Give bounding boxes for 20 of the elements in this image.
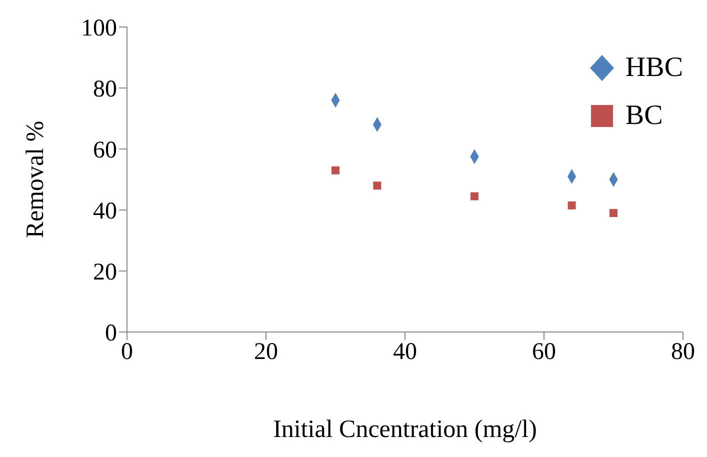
x-tick-label: 0 [121, 339, 133, 366]
legend-label: HBC [625, 51, 683, 85]
point [332, 166, 340, 174]
x-tick-label: 40 [393, 339, 417, 366]
legend-label: BC [625, 99, 663, 133]
y-tick-label: 80 [93, 76, 117, 103]
y-tick-label: 0 [105, 320, 117, 347]
point [568, 201, 576, 210]
point [373, 182, 382, 190]
y-axis-title: Removal % [22, 120, 49, 238]
x-tick-label: 20 [254, 339, 278, 366]
y-tick-label: 100 [81, 16, 117, 42]
y-tick-label: 60 [93, 138, 117, 164]
x-tick-label: 60 [532, 339, 556, 366]
y-tick-label: 40 [93, 198, 117, 225]
x-axis-title: Initial Cncentration (mg/l) [273, 416, 537, 443]
x-tick-label: 80 [671, 339, 695, 366]
point [610, 209, 618, 218]
y-tick-label: 20 [93, 260, 117, 286]
point [470, 192, 478, 200]
